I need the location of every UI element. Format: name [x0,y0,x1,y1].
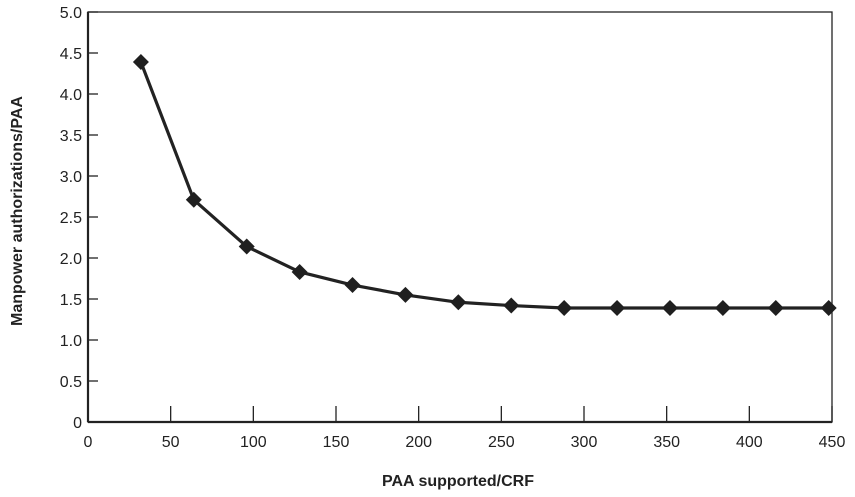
y-tick-label: 3.0 [60,169,82,186]
data-markers [132,54,837,317]
x-tick-label: 300 [571,434,598,451]
data-point-marker [820,300,837,317]
plot-area-border [87,11,833,423]
data-point-marker [397,286,414,303]
y-tick-label: 1.5 [60,292,82,309]
x-tick-label: 450 [819,434,846,451]
data-point-marker [238,238,255,255]
x-tick-label: 150 [323,434,350,451]
data-series [139,61,829,310]
data-point-marker [450,294,467,311]
x-tick-label: 100 [240,434,267,451]
data-point-marker [767,300,784,317]
y-tick-label: 0.5 [60,374,82,391]
y-tick-label: 3.5 [60,128,82,145]
y-tick-label: 4.0 [60,87,82,104]
data-point-marker [132,54,149,71]
x-tick-label: 200 [405,434,432,451]
data-point-marker [291,263,308,280]
x-tick-label: 50 [162,434,180,451]
data-point-marker [556,300,573,317]
data-point-marker [714,300,731,317]
data-point-marker [185,191,202,208]
plot-frame [86,11,833,424]
y-tick-label: 2.5 [60,210,82,227]
y-tick-label: 2.0 [60,251,82,268]
y-axis-title: Manpower authorizations/PAA [9,96,26,326]
y-tick-label: 0 [73,415,82,432]
data-point-marker [609,300,626,317]
y-tick-label: 5.0 [60,5,82,22]
y-tick-label: 4.5 [60,46,82,63]
y-tick-label: 1.0 [60,333,82,350]
x-tick-label: 400 [736,434,763,451]
series-line [139,61,829,310]
x-tick-label: 0 [84,434,93,451]
x-axis-title: PAA supported/CRF [382,473,534,490]
data-point-marker [503,297,520,314]
x-tick-label: 250 [488,434,515,451]
data-point-marker [661,300,678,317]
data-point-marker [344,277,361,294]
x-tick-label: 350 [653,434,680,451]
axis-ticks [88,11,833,422]
tick-labels: 0 50 100 150 200 250 300 350 400 450 0 0.5 1.0 1.5 2.0… [60,5,846,451]
